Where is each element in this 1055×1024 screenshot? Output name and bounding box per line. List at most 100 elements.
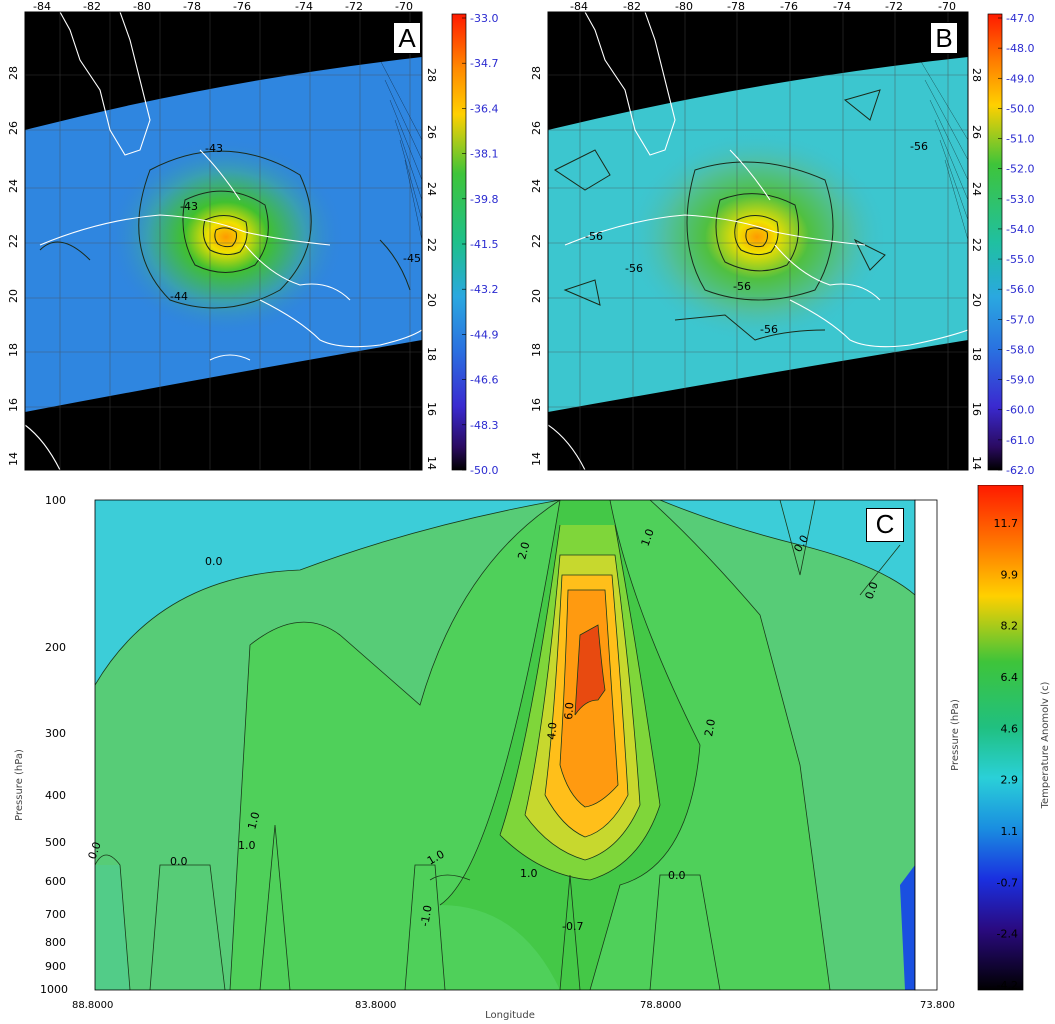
colorbar-c-tick-label-4: 4.6 [1001,722,1019,735]
colorbar-b-tick-label-1: -48.0 [1006,42,1034,55]
y-tick-a-6: 16 [7,398,20,412]
x-ticks-c: 88.8000 83.8000 78.8000 73.800 [72,1000,955,1011]
y-tick-b-right-3: 22 [970,238,983,252]
y-tick-c-6: 700 [45,908,66,921]
y-tick-a-right-5: 18 [425,347,438,361]
y-ticks-b: 28 26 24 22 20 18 16 14 [530,66,543,466]
y-tick-c-2: 300 [45,727,66,740]
y-axis-label-c: Pressure (hPa) [14,749,25,821]
colorbar-b-tick-label-2: -49.0 [1006,72,1034,85]
y-tick-b-4: 20 [530,289,543,303]
y-tick-b-7: 14 [530,452,543,466]
x-tick-a-4: -76 [233,0,251,13]
colorbar-b-tick-label-4: -51.0 [1006,133,1034,146]
contour-label-a-4: -45 [403,252,421,265]
c-label-4: 0.0 [863,580,881,601]
c-label-3: 0.0 [668,869,686,882]
colorbar-c-ticks: 11.7 9.9 8.2 6.4 4.6 2.9 1.1 -0.7 -2.4 -4.2 [994,517,1019,992]
y-ticks-c: 100 200 300 400 500 600 700 800 900 1000 [40,494,68,996]
y-tick-c-4: 500 [45,836,66,849]
c-label-14: 6.0 [562,702,576,721]
y-tick-b-right-2: 24 [970,182,983,196]
colorbar-b-tick-label-5: -52.0 [1006,163,1034,176]
x-tick-b-4: -76 [780,0,798,13]
x-tick-a-5: -74 [295,0,313,13]
y-tick-b-right-5: 18 [970,347,983,361]
y-tick-a-right-3: 22 [425,238,438,252]
y-tick-a-right-7: 14 [425,456,438,470]
panel-a-label: A [393,22,421,54]
colorbar-c-tick-label-2: 8.2 [1001,620,1019,633]
x-tick-c-2: 78.8000 [640,1000,681,1011]
contour-label-a-3: -44 [170,290,188,303]
y-tick-b-2: 24 [530,179,543,193]
y-tick-a-right-4: 20 [425,293,438,307]
y-tick-a-2: 24 [7,179,20,193]
colorbar-b-ticks: -47.0 -48.0 -49.0 -50.0 -51.0 -52.0 -53.0 -54.0… [998,12,1034,477]
x-tick-c-1: 83.8000 [355,1000,396,1011]
y-tick-c-9: 1000 [40,983,68,996]
colorbar-a-tick-label-4: -39.8 [470,193,498,206]
colorbar-a-tick-label-1: -34.7 [470,57,498,70]
x-tick-c-3: 73.800 [920,1000,955,1011]
panel-c-label: C [866,508,904,542]
colorbar-b [987,13,1003,471]
y-tick-b-right-4: 20 [970,293,983,307]
colorbar-b-tick-label-14: -61.0 [1006,434,1034,447]
contour-label-b-1: -56 [585,230,603,243]
y-tick-a-3: 22 [7,234,20,248]
colorbar-b-tick-label-13: -60.0 [1006,404,1034,417]
y-tick-c-3: 400 [45,789,66,802]
colorbar-b-tick-label-7: -54.0 [1006,223,1034,236]
y-tick-b-right-1: 26 [970,125,983,139]
y-ticks-a: 28 26 24 22 20 18 16 14 [7,66,20,466]
x-tick-b-7: -70 [938,0,956,13]
colorbar-a-tick-label-2: -36.4 [470,102,498,115]
c-label-1: 0.0 [86,840,104,861]
y-tick-b-right-7: 14 [970,456,983,470]
panel-c: 0.0 0.0 0.0 0.0 0.0 0.0 1.0 1.0 1.0 1.0 … [0,484,1055,1021]
c-label-0: 0.0 [205,555,223,568]
y-tick-b-6: 16 [530,398,543,412]
c-label-11: 2.0 [515,541,532,561]
y-tick-a-0: 28 [7,66,20,80]
y-tick-a-right-1: 26 [425,125,438,139]
colorbar-b-tick-label-11: -58.0 [1006,343,1034,356]
y-tick-b-right-6: 16 [970,402,983,416]
c-label-12: 2.0 [702,718,718,737]
colorbar-a-tick-label-0: -33.0 [470,12,498,25]
c-label-13: 4.0 [545,722,559,741]
colorbar-c-label: Temperature Anomolv (c) [1040,681,1051,809]
c-label-10: 1.0 [639,527,657,548]
x-tick-a-0: -84 [33,0,51,13]
colorbar-b-tick-label-15: -62.0 [1006,464,1034,477]
x-tick-b-5: -74 [833,0,851,13]
colorbar-b-tick-label-9: -56.0 [1006,283,1034,296]
x-tick-b-2: -80 [675,0,693,13]
colorbar-a-tick-label-5: -41.5 [470,238,498,251]
y-tick-b-1: 26 [530,121,543,135]
contour-region-7 [575,625,605,715]
panel-b-label: B [930,22,958,54]
x-axis-label-c: Longitude [485,1010,535,1020]
colorbar-b-tick-label-0: -47.0 [1006,12,1034,25]
colorbar-b-tick-label-12: -59.0 [1006,374,1034,387]
colorbar-a-tick-label-8: -46.6 [470,374,498,387]
y-ticks-a-right: 28 26 24 22 20 18 16 14 [425,68,438,470]
x-tick-a-2: -80 [133,0,151,13]
y-tick-a-5: 18 [7,343,20,357]
x-ticks-b: -84 -82 -80 -78 -76 -74 -72 -70 [570,0,956,13]
colorbar-a-tick-label-9: -48.3 [470,419,498,432]
x-tick-b-6: -72 [885,0,903,13]
x-tick-a-1: -82 [83,0,101,13]
y-tick-a-right-2: 24 [425,182,438,196]
x-tick-c-0: 88.8000 [72,1000,113,1011]
colorbar-b-tick-label-3: -50.0 [1006,102,1034,115]
c-label-16: -1.0 [418,904,435,927]
contour-region-8 [900,865,915,990]
y-tick-c-0: 100 [45,494,66,507]
y-tick-a-right-6: 16 [425,402,438,416]
colorbar-c-tick-label-7: -0.7 [997,876,1018,889]
contour-region-9 [95,865,130,990]
contour-label-b-4: -56 [760,323,778,336]
